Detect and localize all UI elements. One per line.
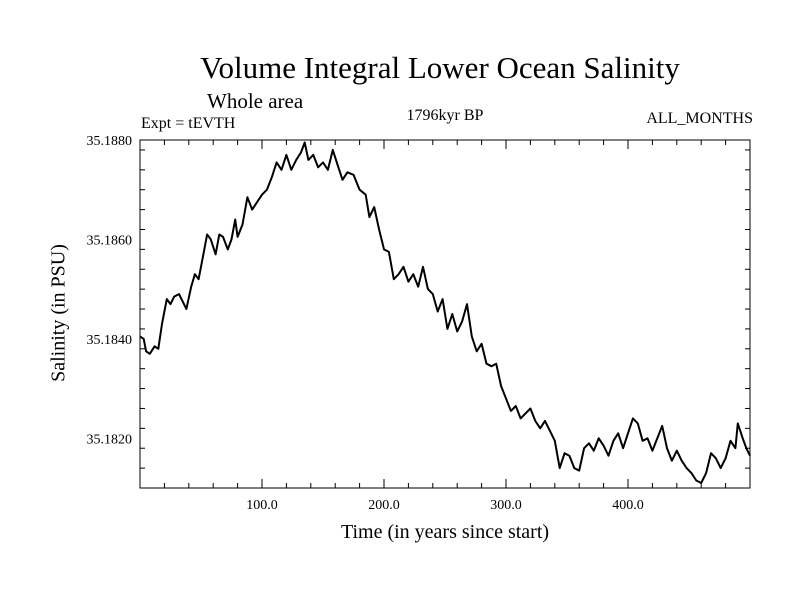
x-axis-label: Time (in years since start) <box>340 521 550 543</box>
axis-tick-labels: 100.0 200.0 300.0 400.0 35.1820 35.1840 35.186… <box>87 134 644 513</box>
y-tick-label: 35.1840 <box>87 333 133 348</box>
plot-frame <box>139 139 751 489</box>
y-tick-label: 35.1820 <box>87 432 133 447</box>
experiment-label: Expt = tEVTH <box>141 115 236 132</box>
x-tick-label: 300.0 <box>490 498 522 513</box>
axis-ticks <box>140 140 750 488</box>
x-tick-label: 100.0 <box>246 498 278 513</box>
y-tick-label: 35.1880 <box>87 134 133 149</box>
x-tick-label: 200.0 <box>368 498 400 513</box>
salinity-line <box>139 141 751 484</box>
x-tick-label: 400.0 <box>612 498 644 513</box>
months-label: ALL_MONTHS <box>646 110 753 127</box>
period-label: 1796kyr BP <box>406 107 484 124</box>
chart-subtitle: Whole area <box>207 89 304 113</box>
chart-title: Volume Integral Lower Ocean Salinity <box>200 50 680 85</box>
y-tick-label: 35.1860 <box>87 233 133 248</box>
